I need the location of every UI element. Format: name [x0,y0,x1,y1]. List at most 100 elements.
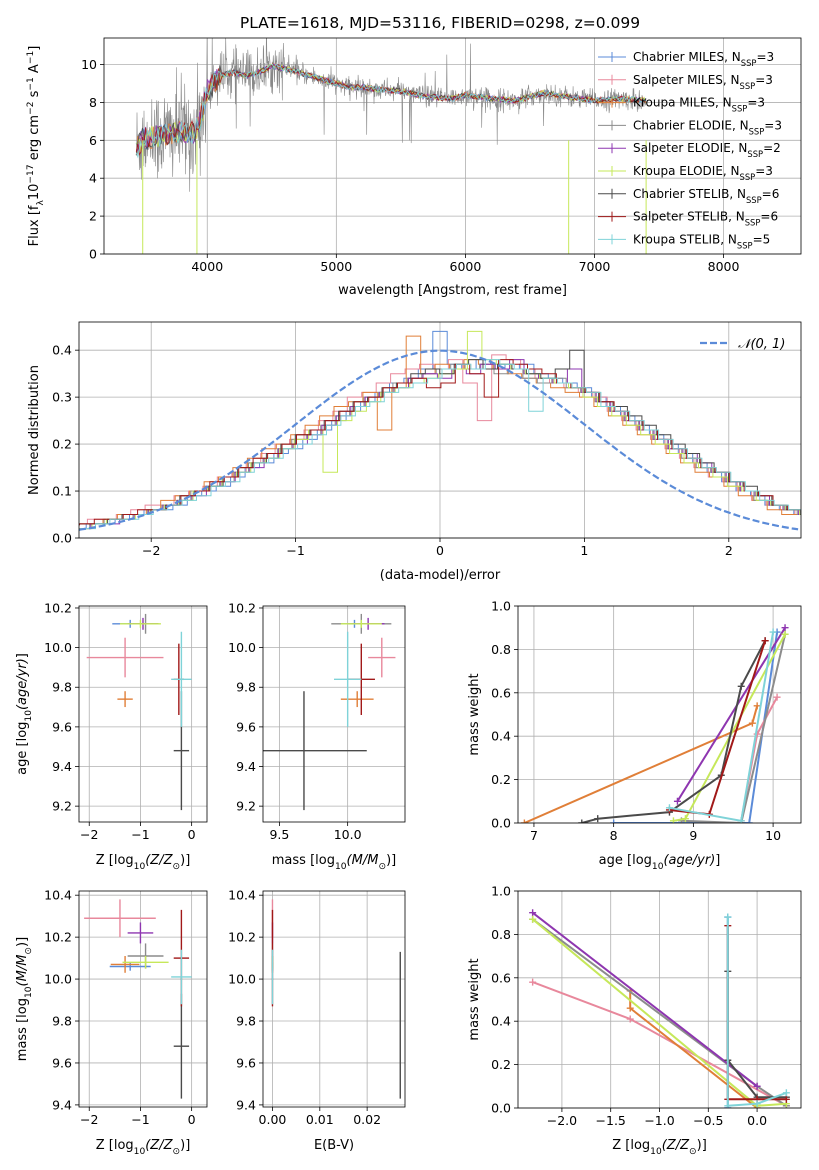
y-tick-label: 10.2 [228,600,256,615]
model-spectrum-line [135,63,647,159]
weight-series-line [726,917,787,1107]
x-tick-label: −1 [131,1112,149,1127]
x-tick-label: −1.5 [596,1113,626,1128]
y-tick-label: 10 [81,57,97,72]
weight-series-line [681,633,787,823]
x-tick-label: −0.5 [693,1113,723,1128]
residual-panel-plot [79,330,801,532]
x-tick-label: 9 [689,828,697,843]
age_vs_mass-panel-grid [263,606,405,822]
age_vs_Z-panel-frame [78,605,208,823]
y-tick-label: 0.0 [491,1101,511,1116]
y-tick-label: 9.6 [236,1055,256,1070]
weight-series [665,628,777,823]
weight-series-marker [673,797,681,805]
legend-entry-label: Kroupa STELIB, NSSP=5 [633,232,770,250]
y-tick-label: 9.8 [52,1014,72,1029]
y-tick-label: 0.4 [52,343,72,358]
y-tick-label: 9.8 [236,680,256,695]
weight-series-marker [681,815,689,823]
x-tick-label: 0 [436,543,444,558]
mass_weight_vs_age-panel-plot [520,624,789,823]
weight-series [724,913,790,1108]
histogram-step-series [79,359,801,530]
weight-series-marker [737,682,745,690]
y-tick-label: 10.0 [228,640,256,655]
weight-series-marker [610,819,618,823]
errorbar-point [368,637,396,678]
age_vs_Z-panel-plot [86,613,192,811]
mass_weight_vs_Z-panel: −2.0 −1.5 −1.0 −0.5 0.0 0.0 0.2 0.4 0.6 0.8 1.0 mas… [467,884,802,1157]
y-axis-label: mass [log10(M/M⊙)] [15,937,34,1061]
y-axis-label: mass weight [467,673,482,755]
weight-series [578,637,769,823]
weight-series-marker [724,913,732,921]
chart-title: PLATE=1618, MJD=53116, FIBERID=0298, z=0… [240,14,640,32]
x-axis-label: age [log10(age/yr)] [599,853,721,872]
residual-panel: −2 −1 0 1 2 0.0 0.1 0.2 0.3 0.4 (data-model)/error… [27,321,802,583]
x-axis-label: Z [log10(Z/Z⊙)] [612,1138,707,1157]
x-tick-label: 8 [610,828,618,843]
weight-series-line [531,911,758,1088]
y-axis-label: Normed distribution [27,365,42,495]
weight-series-marker [669,817,677,823]
x-tick-label: 1 [580,543,588,558]
x-axis-label: (data-model)/error [380,568,501,583]
histogram-step-series [79,354,801,525]
legend-entry-label: Salpeter STELIB, NSSP=6 [633,210,778,228]
histogram-step-series [79,359,801,532]
y-tick-label: 10.0 [44,640,72,655]
errorbar-point [84,899,156,938]
age_vs_mass-panel-frame [262,605,406,823]
x-tick-label: 0.0 [747,1113,767,1128]
legend-entry-label: 𝒩(0, 1) [738,337,785,352]
weight-series-marker [626,1015,634,1023]
weight-series-marker [769,628,777,636]
errorbar-point [122,956,169,969]
errorbar-point [127,922,154,944]
errorbar-point [86,637,164,678]
y-tick-label: 9.4 [52,759,72,774]
y-tick-label: 10.0 [228,972,256,987]
y-tick-label: 8 [89,95,97,110]
weight-series-line [523,705,759,823]
y-tick-label: 9.8 [52,680,72,695]
x-tick-label: 2 [725,543,733,558]
age_vs_Z-panel: −2 −1 0 9.2 9.4 9.6 9.8 10.0 10.2 Z [log10(Z/Z⊙)]… [15,600,208,872]
legend-entry-label: Chabrier MILES, NSSP=3 [633,50,774,68]
mass_vs_ebv-panel-plot [271,899,401,1099]
y-tick-label: 9.6 [52,719,72,734]
x-tick-label: 0.00 [259,1112,287,1127]
y-tick-label: 0 [89,247,97,262]
x-axis-label: E(B-V) [314,1138,354,1153]
y-tick-label: 9.4 [52,1097,72,1112]
y-tick-label: 4 [89,171,97,186]
y-tick-label: 10.4 [228,888,256,903]
errorbar-point [334,631,362,727]
histogram-step-series [79,349,801,525]
x-tick-label: 9.5 [269,827,289,842]
y-tick-label: 1.0 [491,599,511,614]
observed-spectrum-line [136,38,647,192]
y-tick-label: 0.8 [491,927,511,942]
x-tick-label: 0.01 [306,1112,334,1127]
weight-series-marker [753,1100,761,1108]
histogram-step-series [79,359,801,527]
x-tick-label: 7 [530,828,538,843]
mass_vs_Z-panel: −2 −1 0 9.4 9.6 9.8 10.0 10.2 10.4 Z [log10(Z/Z⊙)… [15,888,208,1157]
y-tick-label: 0.6 [491,685,511,700]
y-tick-label: 0.4 [491,729,511,744]
y-tick-label: 9.2 [52,799,72,814]
weight-series-line [581,640,766,823]
x-tick-label: −1.0 [644,1113,674,1128]
age_vs_Z-panel-grid [79,606,207,822]
y-tick-label: 9.6 [236,719,256,734]
y-axis-label: mass weight [467,958,482,1040]
mass_vs_ebv-panel-frame [262,890,406,1108]
y-tick-label: 0.4 [491,1014,511,1029]
y-tick-label: 10.2 [228,930,256,945]
mass_weight_vs_Z-panel-frame [517,890,802,1109]
y-tick-label: 0.2 [52,437,72,452]
x-tick-label: −2 [80,827,98,842]
x-tick-label: 8000 [708,259,740,274]
